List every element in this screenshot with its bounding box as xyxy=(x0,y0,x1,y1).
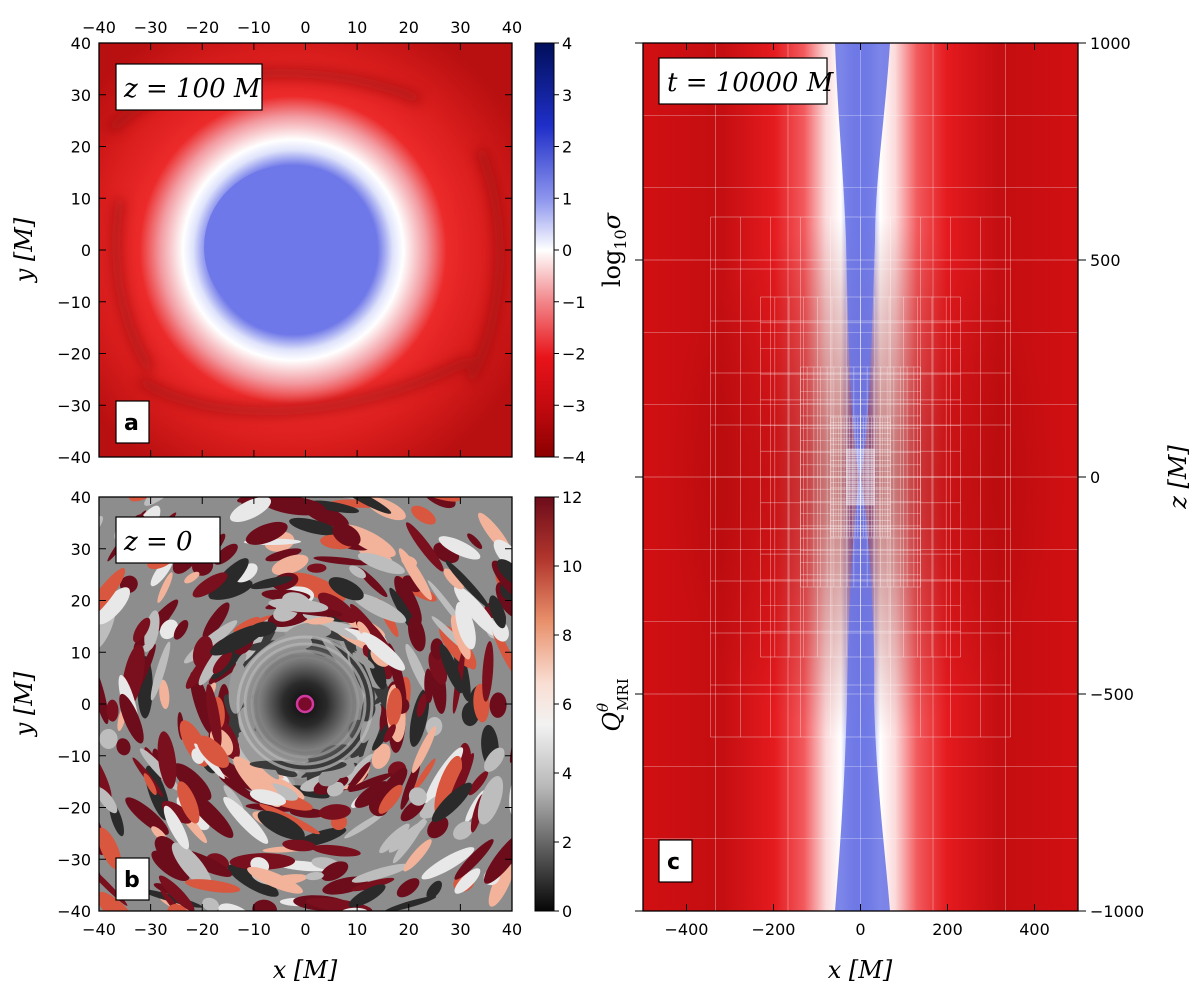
panel-b: −40 −30 −20 −10 0 10 20 30 40−40−30−20−100102030… xyxy=(57,488,632,939)
jet-core-a xyxy=(204,165,376,329)
y-tick-label: −20 xyxy=(57,799,91,818)
x-tick-label: 20 xyxy=(399,920,419,939)
panel-c-ylabel: z [M] xyxy=(1164,445,1192,510)
panel-b-annotation: z = 0 xyxy=(123,527,193,557)
y-tick-label: 0 xyxy=(81,241,91,260)
panel-a-ylabel: y [M] xyxy=(10,217,38,283)
x-tick-label: 40 xyxy=(502,18,522,37)
x-tick-label: −20 xyxy=(185,920,219,939)
colorbar-tick-label: −4 xyxy=(562,448,586,467)
panel-b-xlabel: x [M] xyxy=(273,956,338,984)
x-tick-label: −400 xyxy=(665,920,709,939)
colorbar-tick-label: 2 xyxy=(562,833,572,852)
panel-c-xlabel: x [M] xyxy=(828,956,893,984)
colorbar-tick-label: 0 xyxy=(562,902,572,921)
jet-c xyxy=(835,43,890,911)
x-tick-label: 30 xyxy=(450,18,470,37)
x-tick-label: −30 xyxy=(134,920,168,939)
y-tick-label: 30 xyxy=(71,86,91,105)
x-tick-label: −200 xyxy=(752,920,796,939)
colorbar-tick-label: 12 xyxy=(562,488,582,507)
y-tick-label: −10 xyxy=(57,293,91,312)
x-tick-label: 10 xyxy=(347,920,367,939)
x-tick-label: −30 xyxy=(134,18,168,37)
colorbar-tick-label: 0 xyxy=(562,241,572,260)
panel-c-annotation: t = 10000 M xyxy=(667,68,835,98)
colorbar-tick-label: −1 xyxy=(562,293,586,312)
y-tick-label: −1000 xyxy=(1090,902,1144,921)
y-tick-label: −30 xyxy=(57,396,91,415)
x-tick-label: −10 xyxy=(237,920,271,939)
panel-c-label: c xyxy=(667,850,680,875)
x-tick-label: 200 xyxy=(932,920,963,939)
colorbar-a xyxy=(534,42,555,458)
y-tick-label: −30 xyxy=(57,850,91,869)
panel-b-ylabel: y [M] xyxy=(10,671,38,737)
x-tick-label: −10 xyxy=(237,18,271,37)
y-tick-label: −500 xyxy=(1090,685,1134,704)
panel-a-annotation: z = 100 M xyxy=(123,74,262,104)
y-tick-label: 30 xyxy=(71,540,91,559)
panel-a-label: a xyxy=(124,411,139,436)
x-tick-label: −40 xyxy=(82,18,116,37)
colorbar-a-label: log10σ xyxy=(598,212,630,287)
x-tick-label: 400 xyxy=(1019,920,1050,939)
x-tick-label: 0 xyxy=(300,920,310,939)
colorbar-tick-label: 4 xyxy=(562,764,572,783)
y-tick-label: 10 xyxy=(71,643,91,662)
colorbar-tick-label: 4 xyxy=(562,34,572,53)
x-tick-label: 30 xyxy=(450,920,470,939)
x-tick-label: −40 xyxy=(82,920,116,939)
x-tick-label: 0 xyxy=(300,18,310,37)
panel-c: −400 −200 0 200 400 −1000 −500 0 500 1000 t = 100… xyxy=(635,34,1144,939)
colorbar-tick-label: −2 xyxy=(562,345,586,364)
colorbar-tick-label: 10 xyxy=(562,557,582,576)
y-tick-label: 20 xyxy=(71,138,91,157)
y-tick-label: −10 xyxy=(57,747,91,766)
y-tick-label: −20 xyxy=(57,345,91,364)
x-tick-label: 0 xyxy=(855,920,865,939)
y-tick-label: 40 xyxy=(71,488,91,507)
colorbar-tick-label: 1 xyxy=(562,189,572,208)
colorbar-tick-label: −3 xyxy=(562,396,586,415)
y-tick-label: 40 xyxy=(71,34,91,53)
y-tick-label: 20 xyxy=(71,592,91,611)
x-tick-label: −20 xyxy=(185,18,219,37)
y-tick-label: 0 xyxy=(81,695,91,714)
x-tick-label: 10 xyxy=(347,18,367,37)
y-tick-label: −40 xyxy=(57,902,91,921)
event-horizon xyxy=(295,694,315,714)
y-tick-label: −40 xyxy=(57,448,91,467)
y-tick-label: 0 xyxy=(1090,468,1100,487)
x-tick-label: 40 xyxy=(502,920,522,939)
panel-b-label: b xyxy=(124,868,140,893)
x-tick-label: 20 xyxy=(399,18,419,37)
colorbar-tick-label: 2 xyxy=(562,138,572,157)
colorbar-tick-label: 8 xyxy=(562,626,572,645)
colorbar-b xyxy=(534,496,555,912)
y-tick-label: 1000 xyxy=(1090,34,1131,53)
y-tick-label: 500 xyxy=(1090,251,1121,270)
panel-a: −40 −30 −20 −10 0 10 20 30 40−40−30−20−100102030… xyxy=(57,18,630,467)
colorbar-tick-label: 6 xyxy=(562,695,572,714)
y-tick-label: 10 xyxy=(71,189,91,208)
colorbar-b-label: Qθ MRI xyxy=(594,678,632,731)
colorbar-tick-label: 3 xyxy=(562,86,572,105)
